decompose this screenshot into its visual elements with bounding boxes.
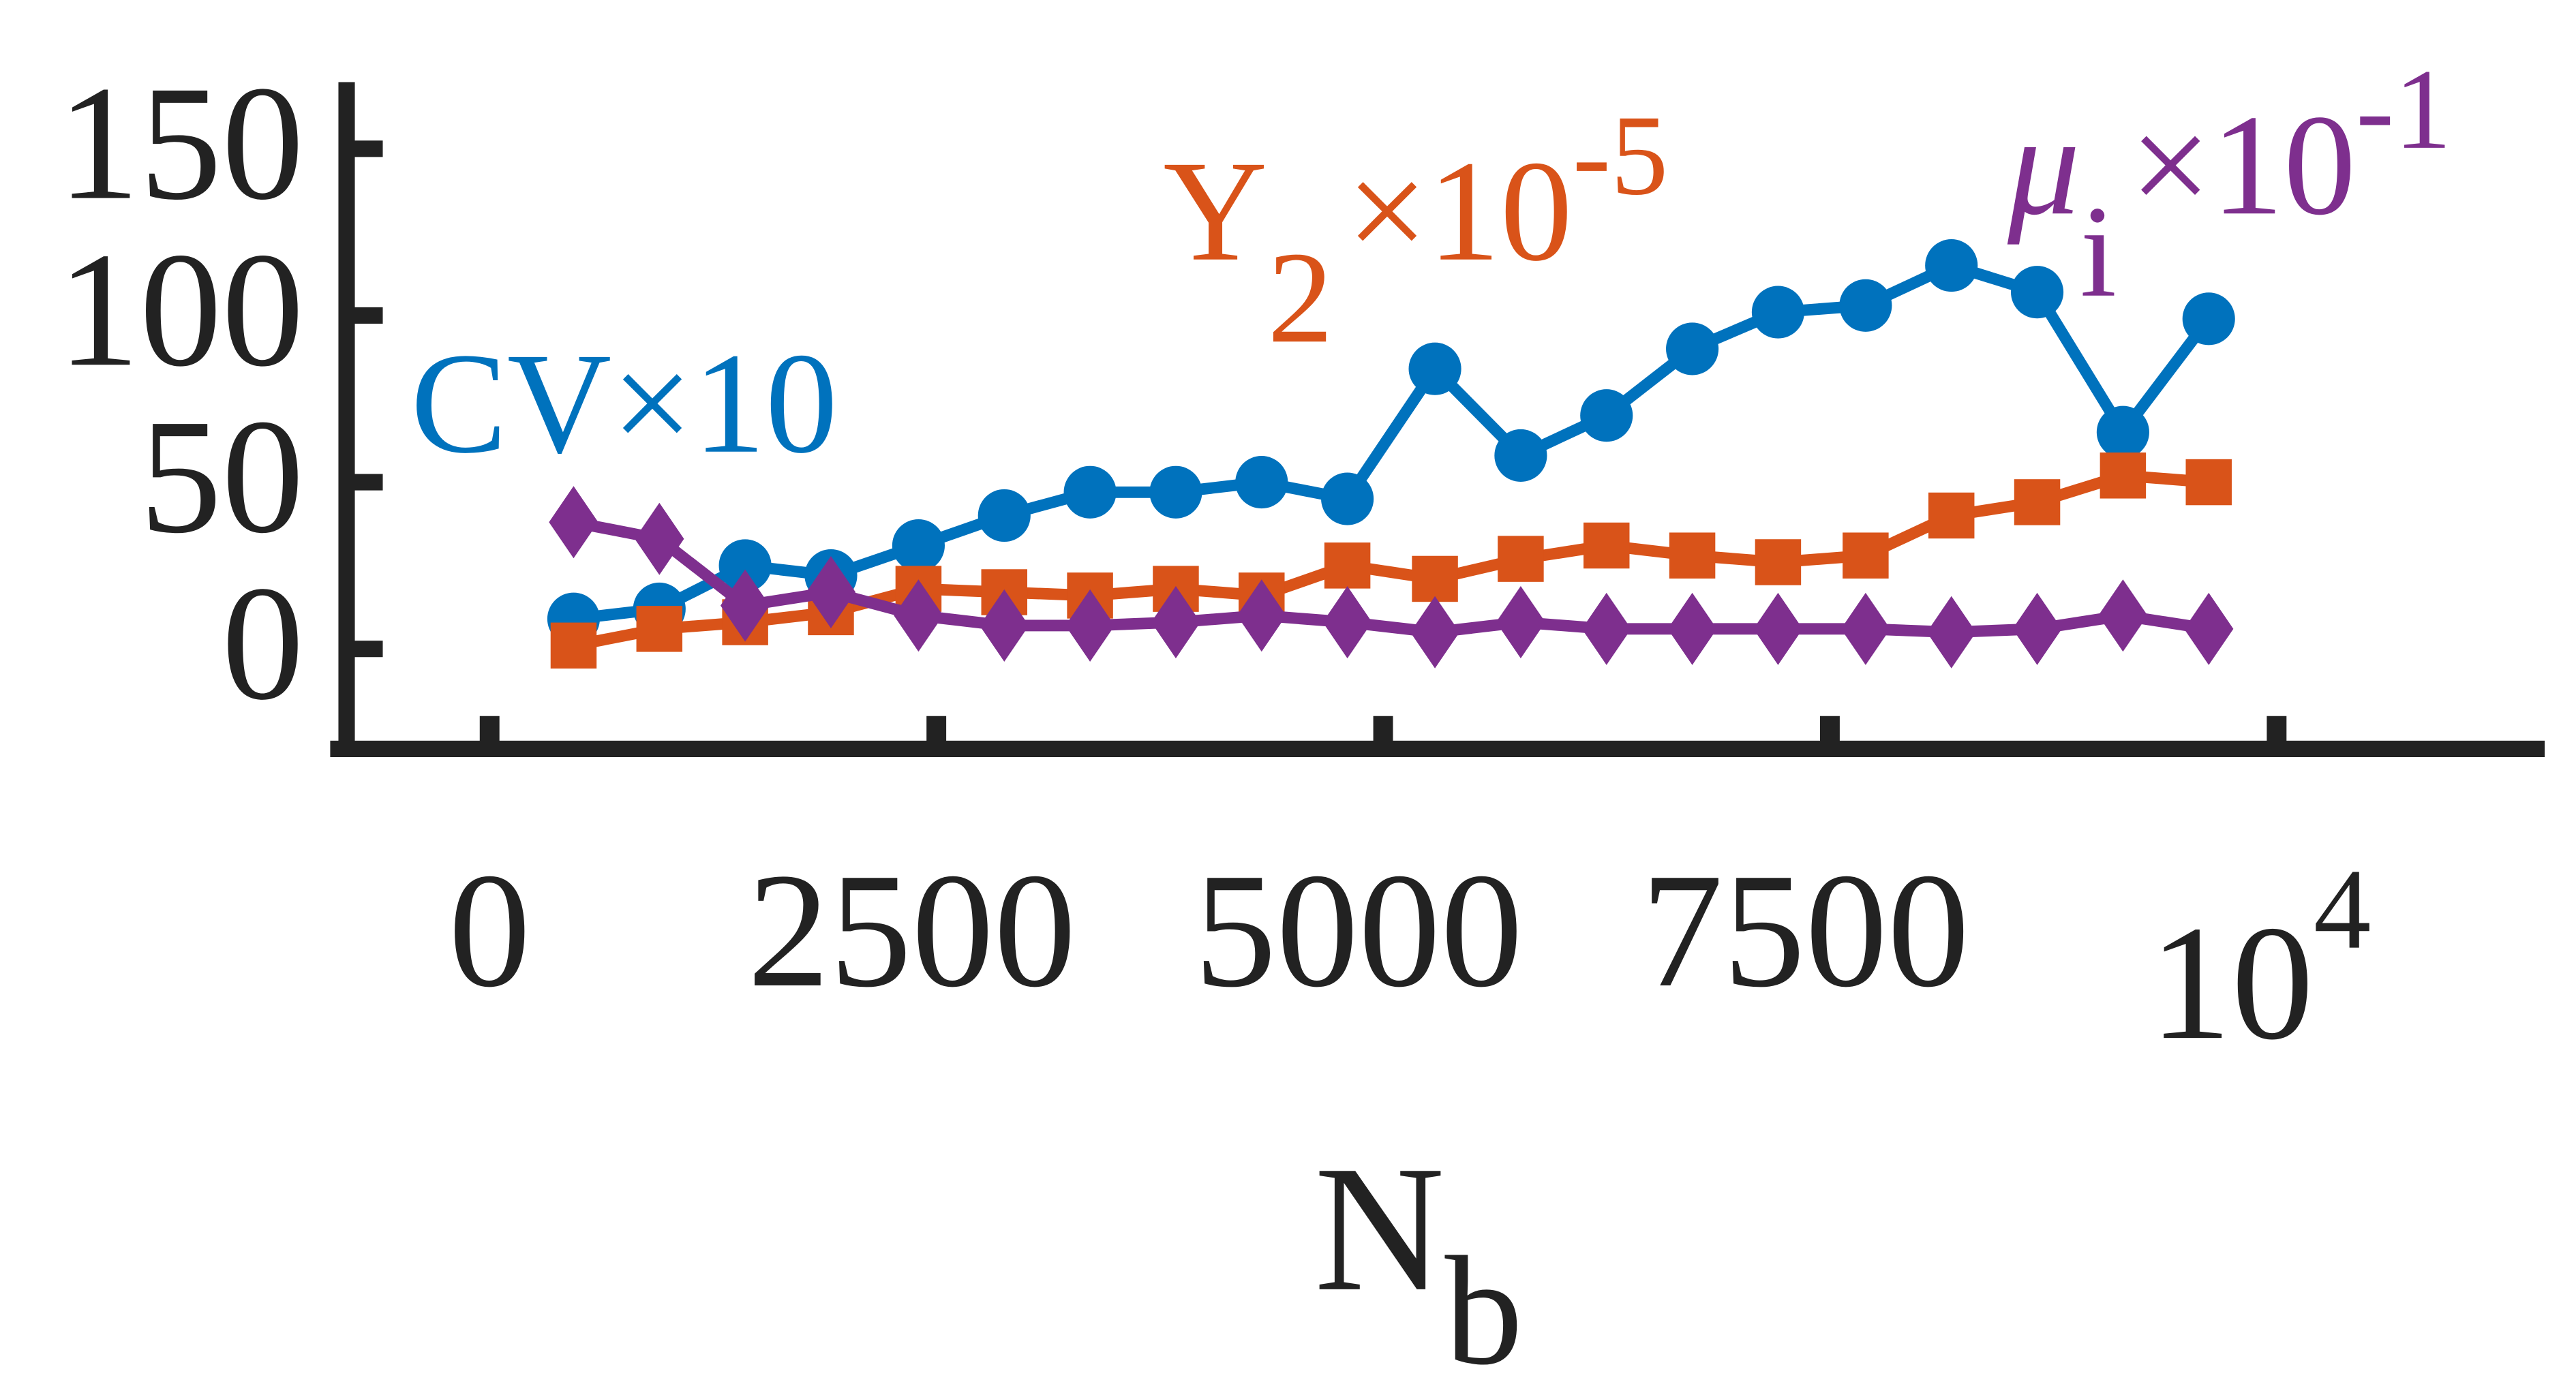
marker <box>1840 592 1891 665</box>
x-tick-label: 0 <box>449 840 531 1022</box>
series-label-text: CV×10 <box>411 323 838 483</box>
marker <box>806 556 856 629</box>
marker <box>1151 586 1201 659</box>
marker <box>2012 592 2062 665</box>
marker <box>1580 389 1633 442</box>
marker <box>1412 555 1458 602</box>
series-label-sup: -5 <box>1573 92 1669 219</box>
marker <box>1063 465 1117 519</box>
series-label-suffix: ×10 <box>1346 131 1573 291</box>
series-label-suffix: ×10 <box>2130 85 2356 245</box>
marker <box>1496 586 1546 659</box>
marker <box>1065 589 1115 662</box>
marker <box>1753 592 1803 665</box>
marker <box>1669 532 1716 579</box>
marker <box>1322 586 1372 659</box>
marker <box>1843 532 1889 579</box>
marker <box>718 539 772 592</box>
marker <box>2184 592 2234 665</box>
marker <box>2010 266 2064 319</box>
marker <box>2014 479 2061 525</box>
marker <box>2100 452 2147 499</box>
series-label: μi×10-1 <box>2007 46 2452 324</box>
marker <box>1925 239 1978 292</box>
x-tick-label: 5000 <box>1194 840 1523 1022</box>
y-tick-label: 0 <box>222 552 304 734</box>
x-axis-label: Nb <box>1314 1129 1523 1397</box>
x-tick-label: 7500 <box>1641 840 1969 1022</box>
y-tick-label: 100 <box>57 219 303 401</box>
marker <box>1839 279 1892 332</box>
series-label-sup: -1 <box>2356 46 2452 173</box>
marker <box>1410 596 1460 669</box>
y-tick-label: 50 <box>140 386 304 568</box>
series-label-text: μ <box>2007 85 2080 245</box>
y-tick-label: 150 <box>57 52 303 234</box>
marker <box>980 589 1029 662</box>
marker <box>1408 342 1461 395</box>
x-axis-label-base: N <box>1314 1129 1444 1329</box>
series-label-sub: i <box>2080 179 2117 324</box>
marker <box>1321 472 1374 525</box>
series-label: CV×10 <box>411 323 838 483</box>
marker <box>2098 579 2148 652</box>
marker <box>635 502 684 575</box>
x-tick-label: 2500 <box>747 840 1076 1022</box>
marker <box>1149 465 1202 519</box>
marker <box>2182 292 2235 346</box>
marker <box>1581 592 1631 665</box>
marker <box>550 622 597 669</box>
marker <box>1755 539 1802 585</box>
marker <box>636 606 683 652</box>
marker <box>549 486 598 559</box>
marker <box>1498 536 1544 582</box>
marker <box>2185 459 2232 506</box>
series-label-text: Y <box>1163 131 1267 291</box>
marker <box>892 519 945 572</box>
marker <box>1751 286 1804 339</box>
marker <box>978 489 1031 542</box>
marker <box>1928 492 1975 539</box>
x-tick-label: 104 <box>2149 846 2371 1075</box>
x-axis-label-sub: b <box>1444 1224 1522 1397</box>
marker <box>1926 596 1976 669</box>
marker <box>1666 322 1719 375</box>
marker <box>1584 522 1630 569</box>
marker <box>1324 542 1371 589</box>
marker <box>720 569 770 642</box>
x-tick-label-base: 10 <box>2149 892 2314 1074</box>
series-label-sub: 2 <box>1267 224 1333 370</box>
marker <box>1494 429 1547 482</box>
marker <box>1667 592 1717 665</box>
x-tick-label-exponent: 4 <box>2314 846 2371 973</box>
marker <box>894 579 943 652</box>
marker <box>1235 456 1288 509</box>
marker <box>2096 405 2149 459</box>
series-label: Y2×10-5 <box>1163 92 1668 370</box>
